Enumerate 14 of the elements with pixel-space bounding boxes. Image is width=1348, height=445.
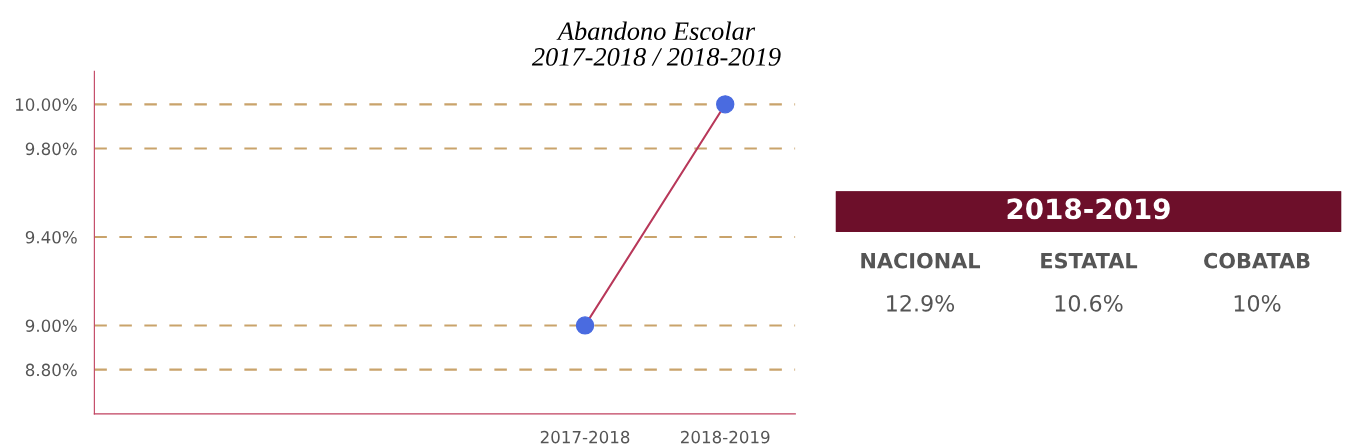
text: 2018-2019 xyxy=(1007,198,1170,220)
x-tick-label: 2017-2018 xyxy=(540,430,630,444)
text: 10.6% xyxy=(1055,294,1123,312)
chart-title: Abandono Escolar 2017-2018 / 2018-2019 xyxy=(531,21,781,66)
category-label: NACIONAL xyxy=(861,252,981,269)
y-tick-label: 8.80% xyxy=(25,363,77,377)
y-tick-label: 9.40% xyxy=(25,230,77,244)
category-label: ESTATAL xyxy=(1041,252,1138,269)
y-tick-label: 10.00% xyxy=(15,98,77,111)
text: 12.9% xyxy=(887,294,955,312)
category-label: COBATAB xyxy=(1204,252,1310,269)
y-tick-label: 9.00% xyxy=(25,319,77,332)
text: 10% xyxy=(1234,294,1281,312)
y-tick-label: 9.80% xyxy=(25,142,77,156)
